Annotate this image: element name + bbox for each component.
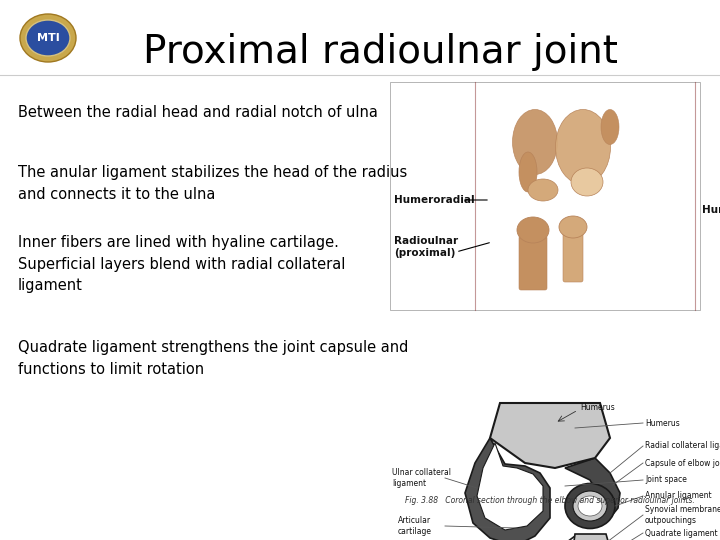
- Ellipse shape: [528, 179, 558, 201]
- Text: Joint space: Joint space: [645, 476, 687, 484]
- Text: Quadrate ligament: Quadrate ligament: [645, 529, 718, 537]
- Text: Inner fibers are lined with hyaline cartilage.
Superficial layers blend with rad: Inner fibers are lined with hyaline cart…: [18, 235, 346, 293]
- Ellipse shape: [565, 483, 615, 529]
- Text: Humerus: Humerus: [645, 418, 680, 428]
- Polygon shape: [565, 458, 620, 518]
- Polygon shape: [490, 403, 610, 468]
- Text: Ulnar collateral
ligament: Ulnar collateral ligament: [392, 468, 451, 488]
- Polygon shape: [477, 443, 543, 530]
- Ellipse shape: [573, 491, 607, 521]
- FancyBboxPatch shape: [390, 82, 700, 310]
- Text: Radioulnar
(proximal): Radioulnar (proximal): [394, 236, 458, 258]
- Text: Humeroradial: Humeroradial: [394, 195, 474, 205]
- Text: The anular ligament stabilizes the head of the radius
and connects it to the uln: The anular ligament stabilizes the head …: [18, 165, 408, 201]
- FancyBboxPatch shape: [519, 236, 547, 290]
- Ellipse shape: [513, 110, 557, 174]
- Text: Radial collateral ligament: Radial collateral ligament: [645, 442, 720, 450]
- Ellipse shape: [20, 14, 76, 62]
- Text: Humeroulnar: Humeroulnar: [702, 205, 720, 215]
- Text: Synovial membrane
outpouchings: Synovial membrane outpouchings: [645, 505, 720, 525]
- Text: Capsule of elbow joint: Capsule of elbow joint: [645, 458, 720, 468]
- Text: Fig. 3.88   Coronal section through the elbow and superior radioulnar joints.: Fig. 3.88 Coronal section through the el…: [405, 496, 695, 505]
- Ellipse shape: [556, 110, 611, 185]
- Text: MTI: MTI: [37, 33, 59, 43]
- Text: Proximal radioulnar joint: Proximal radioulnar joint: [143, 33, 618, 71]
- Polygon shape: [465, 438, 550, 540]
- Ellipse shape: [601, 110, 619, 145]
- Ellipse shape: [26, 20, 70, 56]
- Ellipse shape: [571, 168, 603, 196]
- Text: Quadrate ligament strengthens the joint capsule and
functions to limit rotation: Quadrate ligament strengthens the joint …: [18, 340, 408, 376]
- Ellipse shape: [519, 152, 537, 192]
- Text: Articular
cartilage: Articular cartilage: [398, 516, 432, 536]
- Ellipse shape: [578, 496, 602, 516]
- FancyBboxPatch shape: [390, 318, 710, 510]
- Text: Annular ligament: Annular ligament: [645, 491, 711, 501]
- Text: Between the radial head and radial notch of ulna: Between the radial head and radial notch…: [18, 105, 378, 120]
- Polygon shape: [572, 534, 610, 540]
- Ellipse shape: [517, 217, 549, 243]
- FancyBboxPatch shape: [563, 233, 583, 282]
- Text: Humerus: Humerus: [580, 403, 615, 413]
- Ellipse shape: [559, 216, 587, 238]
